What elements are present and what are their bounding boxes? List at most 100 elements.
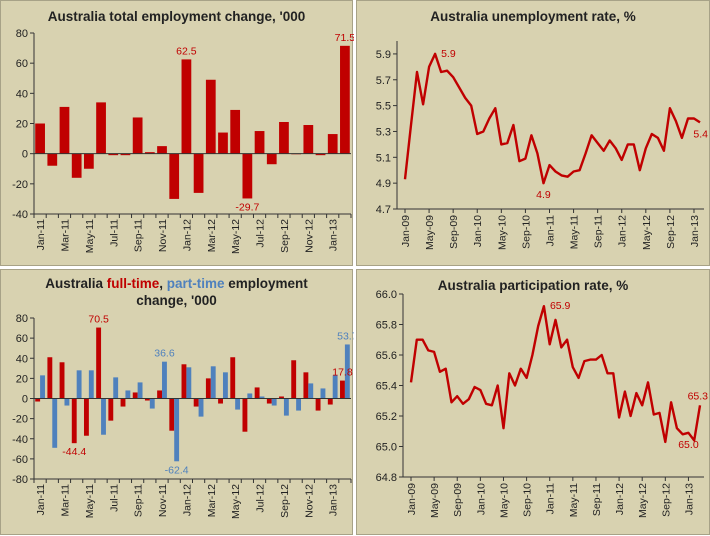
title-suffix: employment change, '000 (136, 276, 308, 308)
y-tick-label: -20 (12, 414, 28, 426)
bar (64, 398, 70, 406)
x-tick-label: May-12 (230, 219, 242, 254)
x-tick-label: Jul-11 (108, 219, 120, 247)
bar (235, 398, 241, 410)
x-tick-label: Sep-10 (520, 215, 532, 249)
y-tick-label: 64.8 (376, 472, 397, 484)
fulltime-parttime-panel: Australia full-time, part-time employmen… (0, 269, 354, 535)
bar (101, 398, 106, 435)
x-tick-label: May-10 (496, 215, 508, 250)
chart-title: Australia full-time, part-time employmen… (1, 275, 352, 309)
series-line (403, 52, 701, 185)
x-tick-label: Mar-11 (59, 219, 71, 252)
data-label: 65.3 (688, 390, 709, 402)
y-tick-label: 65.6 (376, 350, 397, 362)
data-label: 71.5 (335, 32, 354, 44)
data-label: 53.7 (337, 330, 354, 342)
bar (218, 132, 228, 154)
y-tick-label: 5.9 (376, 49, 391, 61)
x-tick-label: Jul-12 (255, 484, 267, 513)
bar (59, 106, 70, 154)
bar (149, 398, 155, 409)
bar (181, 364, 187, 399)
participation-rate-panel: Australia participation rate, % 64.8 65.0… (356, 269, 710, 535)
x-tick-label: Jan-12 (181, 219, 193, 251)
bar (144, 398, 150, 401)
x-tick-label: May-12 (641, 215, 653, 250)
bar (315, 398, 321, 411)
bar (230, 109, 241, 154)
x-tick-label: Sep-09 (452, 483, 464, 517)
bar (132, 117, 143, 154)
x-tick-label: May-11 (84, 219, 96, 253)
bar (230, 357, 236, 399)
y-tick-label: 60 (16, 58, 28, 70)
y-tick-label: 0 (22, 394, 28, 406)
bar (266, 398, 272, 404)
bar (40, 375, 45, 399)
bar (113, 377, 119, 399)
total-employment-chart: -40 -20 0 20 40 60 80 Jan-11 Mar-11 May-11 Jul-11 S… (12, 28, 354, 254)
x-tick-label: Jan-11 (544, 215, 556, 246)
bar (291, 360, 297, 399)
x-tick-label: Nov-11 (157, 484, 169, 517)
x-tick-label: May-12 (230, 484, 242, 519)
y-tick-label: 20 (16, 119, 28, 131)
bar (303, 372, 309, 399)
bar (327, 134, 338, 154)
bar (279, 396, 284, 399)
x-tick-label: May-11 (569, 215, 581, 249)
unemployment-rate-panel: Australia unemployment rate, % 4.7 4.9 5.1… (356, 0, 710, 266)
x-tick-label: Mar-12 (206, 219, 218, 252)
y-tick-label: 80 (16, 28, 28, 40)
x-tick-label: Sep-09 (448, 215, 460, 249)
bar (71, 398, 77, 444)
bar (332, 375, 338, 399)
total-employment-panel: Australia total employment change, '000 … (0, 0, 354, 266)
title-separator: , (159, 276, 167, 291)
x-tick-label: Jan-10 (472, 215, 484, 247)
bar (315, 153, 326, 156)
bar (96, 102, 106, 154)
bar (132, 392, 138, 399)
bar (71, 153, 82, 178)
bar (222, 372, 228, 399)
bar (174, 398, 180, 462)
x-tick-label: Sep-12 (279, 484, 291, 518)
x-tick-label: May-12 (637, 483, 649, 518)
x-tick-label: Sep-10 (522, 483, 534, 517)
bar (327, 398, 333, 405)
bar (52, 398, 58, 448)
bar (279, 121, 289, 154)
chart-title: Australia unemployment rate, % (430, 9, 636, 24)
bar (340, 380, 345, 399)
x-tick-label: Sep-11 (133, 219, 145, 252)
bar (340, 45, 350, 154)
x-tick-label: Jan-11 (35, 219, 47, 250)
x-tick-label: Jan-10 (475, 483, 487, 515)
bar (296, 398, 302, 411)
y-tick-label: 0 (22, 149, 28, 161)
legend-full-time: full-time (106, 276, 160, 291)
x-tick-label: Jan-13 (328, 484, 340, 516)
x-tick-label: Mar-12 (206, 484, 218, 517)
y-tick-label: -60 (12, 454, 28, 466)
x-tick-label: Nov-12 (303, 219, 315, 253)
x-tick-label: Jan-13 (689, 215, 701, 247)
y-tick-label: -40 (12, 209, 28, 221)
y-tick-label: -80 (12, 474, 28, 486)
x-tick-label: Jan-13 (683, 483, 695, 515)
bar (120, 398, 126, 407)
data-label: -62.4 (165, 464, 189, 476)
bar (320, 388, 326, 399)
bar (157, 146, 167, 154)
x-tick-label: Sep-12 (660, 483, 672, 517)
x-tick-label: Jul-11 (108, 484, 120, 512)
x-tick-label: Jan-11 (35, 484, 47, 515)
x-tick-label: Sep-11 (133, 484, 145, 517)
y-tick-label: 5.5 (376, 101, 391, 113)
bar (283, 398, 289, 416)
title-prefix: Australia (45, 276, 107, 291)
fulltime-parttime-chart: -80 -60 -40 -20 0 20 40 60 80 Jan-11 Mar-11 May-11 J… (12, 313, 354, 519)
y-tick-label: -20 (12, 179, 28, 191)
